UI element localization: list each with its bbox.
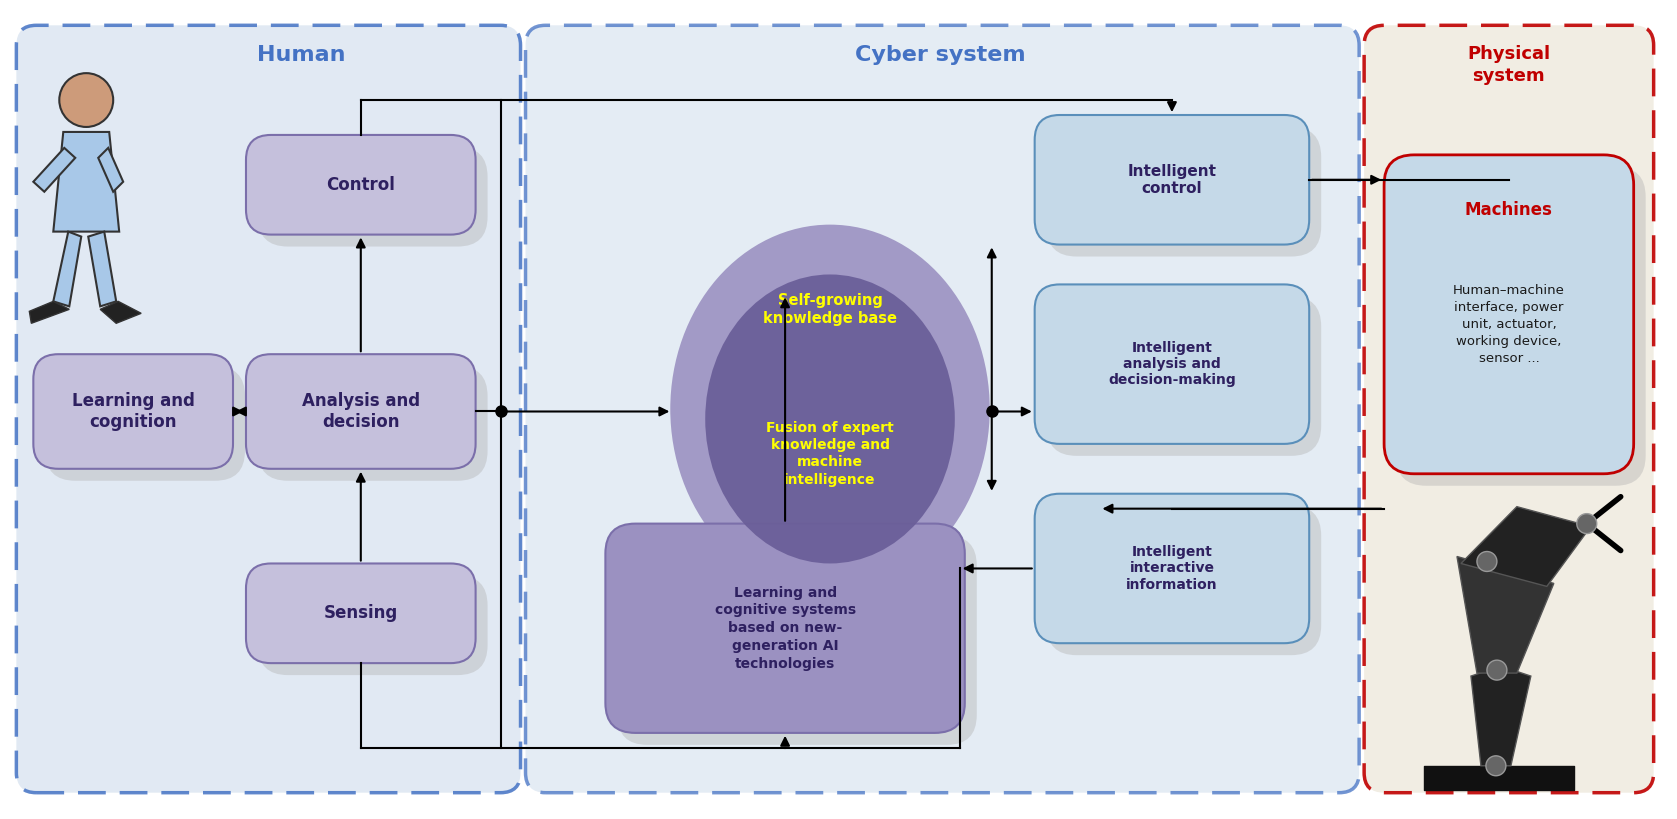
Text: Sensing: Sensing [324, 604, 397, 622]
Polygon shape [29, 301, 69, 324]
Text: Physical
system: Physical system [1467, 45, 1551, 85]
FancyBboxPatch shape [1384, 155, 1633, 473]
Text: Human: Human [257, 45, 345, 66]
FancyBboxPatch shape [605, 523, 964, 733]
FancyBboxPatch shape [258, 366, 488, 481]
Circle shape [1477, 551, 1498, 572]
Polygon shape [89, 232, 116, 306]
Circle shape [1576, 514, 1597, 533]
FancyBboxPatch shape [1046, 296, 1321, 456]
FancyBboxPatch shape [258, 147, 488, 247]
FancyBboxPatch shape [1395, 167, 1645, 486]
Text: Intelligent
interactive
information: Intelligent interactive information [1127, 545, 1218, 591]
Circle shape [1487, 660, 1508, 680]
Text: Analysis and
decision: Analysis and decision [302, 392, 419, 431]
FancyBboxPatch shape [1035, 284, 1310, 444]
Text: Human–machine
interface, power
unit, actuator,
working device,
sensor ...: Human–machine interface, power unit, act… [1452, 284, 1565, 364]
FancyBboxPatch shape [1046, 127, 1321, 256]
FancyBboxPatch shape [34, 354, 233, 468]
FancyBboxPatch shape [247, 354, 476, 468]
Text: Machines: Machines [1466, 201, 1553, 219]
FancyBboxPatch shape [258, 576, 488, 675]
Circle shape [59, 73, 114, 127]
FancyBboxPatch shape [247, 563, 476, 663]
Polygon shape [1471, 666, 1531, 766]
Polygon shape [101, 301, 141, 324]
Text: Control: Control [327, 176, 396, 194]
FancyBboxPatch shape [1035, 494, 1310, 643]
Polygon shape [54, 132, 119, 232]
Text: Intelligent
analysis and
decision-making: Intelligent analysis and decision-making [1108, 341, 1236, 387]
Text: Cyber system: Cyber system [855, 45, 1025, 66]
Polygon shape [99, 148, 122, 192]
Ellipse shape [671, 224, 989, 594]
Polygon shape [1461, 507, 1591, 586]
Polygon shape [54, 232, 80, 306]
FancyBboxPatch shape [617, 536, 976, 744]
Text: Learning and
cognitive systems
based on new-
generation AI
technologies: Learning and cognitive systems based on … [714, 586, 855, 671]
Text: Intelligent
control: Intelligent control [1127, 164, 1216, 196]
Ellipse shape [706, 274, 954, 563]
FancyBboxPatch shape [1046, 505, 1321, 655]
FancyBboxPatch shape [525, 25, 1358, 793]
Text: Fusion of expert
knowledge and
machine
intelligence: Fusion of expert knowledge and machine i… [766, 421, 894, 486]
FancyBboxPatch shape [1035, 115, 1310, 245]
FancyBboxPatch shape [1363, 25, 1654, 793]
FancyBboxPatch shape [17, 25, 520, 793]
FancyBboxPatch shape [247, 135, 476, 234]
Text: Self-growing
knowledge base: Self-growing knowledge base [763, 292, 897, 326]
Polygon shape [34, 148, 75, 192]
Text: Learning and
cognition: Learning and cognition [72, 392, 195, 431]
FancyBboxPatch shape [45, 366, 245, 481]
Polygon shape [1457, 556, 1555, 673]
Circle shape [1486, 756, 1506, 776]
